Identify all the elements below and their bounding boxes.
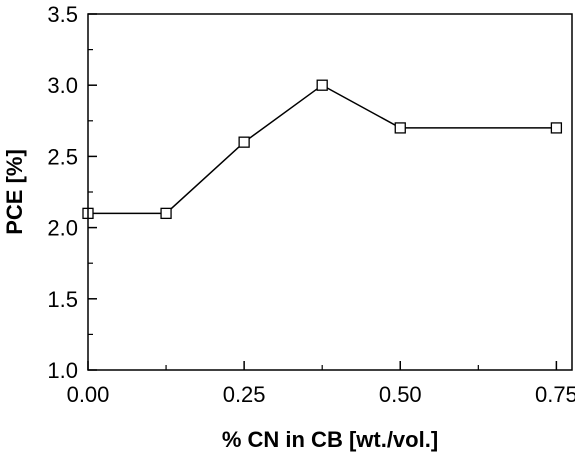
y-tick-label: 2.0 [47, 216, 78, 241]
data-point-marker [394, 122, 406, 134]
x-tick-label: 0.75 [535, 382, 575, 407]
data-point-marker [316, 79, 328, 91]
y-tick-label: 2.5 [47, 144, 78, 169]
tick-labels: 0.00 0.25 0.50 0.75 1.0 1.5 2.0 2.5 3.0 3.5 [47, 2, 575, 407]
y-tick-label: 1.5 [47, 287, 78, 312]
data-point-marker [160, 207, 172, 220]
y-tick-label: 1.0 [47, 358, 78, 383]
x-tick-label: 0.50 [379, 382, 422, 407]
y-tick-label: 3.0 [47, 73, 78, 98]
data-point-marker [550, 122, 563, 134]
y-axis-title: PCE [%] [2, 149, 27, 235]
x-tick-label: 0.25 [223, 382, 266, 407]
x-tick-label: 0.00 [67, 382, 110, 407]
x-axis-title: % CN in CB [wt./vol.] [222, 427, 438, 452]
y-tick-label: 3.5 [47, 2, 78, 27]
data-series [82, 79, 563, 220]
plot-frame [87, 13, 573, 371]
data-point-marker [238, 136, 250, 148]
series-line [88, 84, 557, 215]
axis-ticks [87, 13, 558, 371]
